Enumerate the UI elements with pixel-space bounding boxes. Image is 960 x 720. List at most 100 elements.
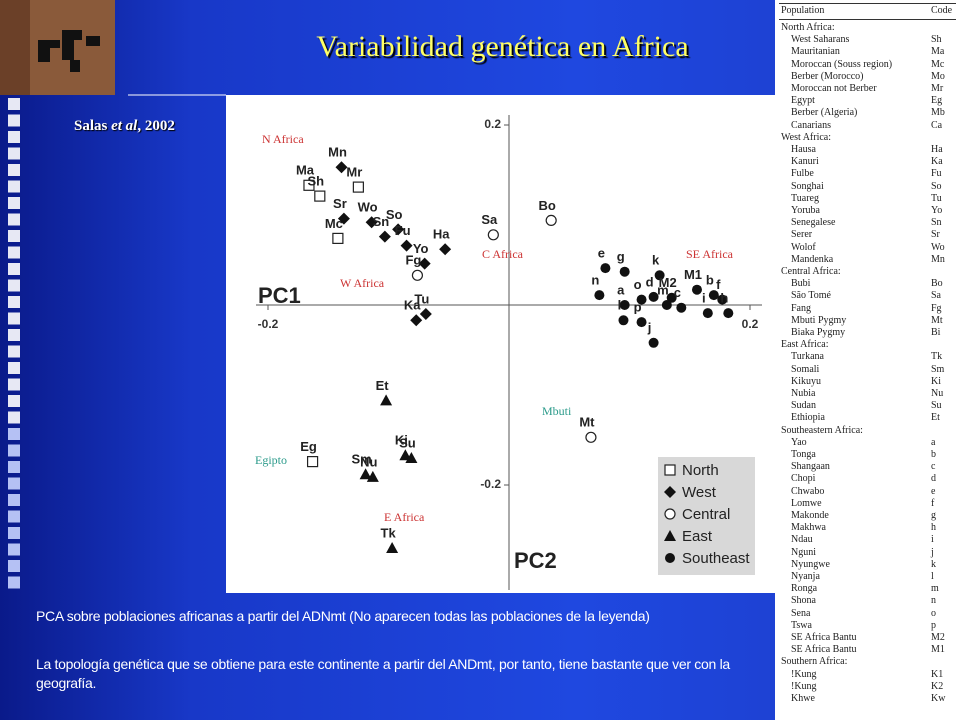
strip-square (8, 494, 20, 506)
table-row: !Kung K2 (781, 681, 954, 693)
table-cell: Nyungwe (791, 558, 830, 570)
table-cell: Ki (931, 375, 941, 387)
strip-square (8, 114, 20, 127)
point-label: o (634, 277, 642, 292)
point-label: f (716, 277, 721, 292)
table-cell: Mbuti Pygmy (791, 314, 847, 326)
table-cell: Fg (931, 302, 942, 314)
table-cell: a (931, 436, 936, 448)
table-row: West Saharans Sh (781, 34, 954, 46)
table-row: Tuareg Tu (781, 193, 954, 205)
table-row: Sena o (781, 608, 954, 620)
table-cell: Bo (931, 278, 943, 290)
strip-square (8, 543, 20, 556)
point (366, 470, 379, 482)
table-row: Sudan Su (781, 400, 954, 412)
strip-square (8, 510, 20, 523)
point-label: i (702, 291, 706, 306)
table-row: Canarians Ca (781, 120, 954, 132)
table-cell: Mo (931, 70, 945, 82)
point (717, 294, 728, 305)
table-cell: Nyanja (791, 571, 820, 582)
table-row: West Africa: (781, 132, 954, 144)
table-cell: i (931, 534, 934, 546)
point-label: Et (376, 378, 390, 393)
annotation: E Africa (384, 510, 425, 524)
point-label: Mn (328, 145, 347, 160)
strip-square (8, 131, 20, 143)
table-row: Serer Sr (781, 229, 954, 241)
table-cell: f (931, 497, 935, 509)
point (585, 431, 597, 443)
table-row: São Tomé Sa (781, 290, 954, 302)
table-cell: Ronga (791, 583, 818, 595)
strip-square (8, 395, 20, 407)
caption: La topología genética que se obtiene par… (36, 656, 730, 691)
table-cell: Yoruba (791, 205, 820, 216)
strip-square (8, 180, 20, 193)
caption: PCA sobre poblaciones africanas a partir… (36, 608, 650, 624)
table-cell: Kw (931, 693, 946, 704)
strip-square (8, 230, 20, 242)
point-label: b (706, 273, 714, 288)
table-cell: Lomwe (791, 497, 822, 509)
strip-square (8, 263, 20, 275)
table-cell: Sudan (791, 400, 816, 412)
x-axis-label: PC1 (258, 283, 301, 308)
point (359, 468, 372, 480)
table-row: Fang Fg (781, 303, 954, 315)
table-cell: Mn (931, 253, 945, 265)
table-cell: Mc (931, 58, 945, 70)
y-axis-label: PC2 (514, 548, 557, 573)
table-cell: Tuareg (791, 192, 819, 204)
legend-label: North (682, 462, 719, 479)
table-cell: Su (931, 400, 942, 412)
table-cell: Bubi (791, 278, 811, 290)
point-label: Sm (351, 452, 371, 467)
citation: Salas et al, 2002 (74, 118, 175, 135)
point (723, 308, 734, 319)
point (702, 308, 713, 319)
point-label: c (674, 285, 681, 300)
table-cell: West Africa: (781, 131, 832, 143)
strip-square (8, 98, 20, 110)
table-cell: Eg (931, 95, 943, 107)
point (400, 239, 413, 252)
table-cell: Egypt (791, 95, 815, 107)
point-label: Tu (414, 291, 429, 306)
table-cell: Tu (931, 192, 942, 204)
table-cell: j (931, 546, 934, 558)
point-label: Ma (296, 163, 315, 178)
table-cell: Biaka Pygmy (791, 327, 846, 338)
point-label: j (647, 320, 652, 335)
table-row: Nguni j (781, 547, 954, 559)
point-label: M1 (684, 267, 702, 282)
point (654, 270, 665, 281)
point (665, 553, 675, 563)
table-cell: SE Africa Bantu (791, 632, 857, 643)
point (648, 337, 659, 348)
table-cell: São Tomé (791, 290, 831, 302)
point-label: k (652, 253, 660, 268)
table-cell: Yao (791, 436, 807, 448)
left-strip (8, 98, 20, 589)
point-label: Ki (395, 433, 408, 448)
year: , 2002 (137, 118, 175, 134)
point (405, 452, 418, 463)
table-cell: Hausa (791, 144, 816, 155)
point-label: g (617, 249, 625, 264)
strip-square (8, 362, 20, 374)
point (332, 232, 344, 244)
point-label: Yo (413, 241, 429, 256)
table-cell: Nubia (791, 388, 816, 399)
table-row: Senegalese Sn (781, 217, 954, 229)
table-cell: Kikuyu (791, 375, 821, 387)
table-row: North Africa: (781, 22, 954, 34)
point-label: Ka (404, 298, 421, 313)
strip-square (8, 444, 20, 457)
table-cell: Fulbe (791, 168, 814, 180)
header-cell: Code (931, 5, 953, 16)
point (545, 214, 557, 226)
table-row: Shona n (781, 595, 954, 607)
table-row: Moroccan not Berber Mr (781, 83, 954, 95)
